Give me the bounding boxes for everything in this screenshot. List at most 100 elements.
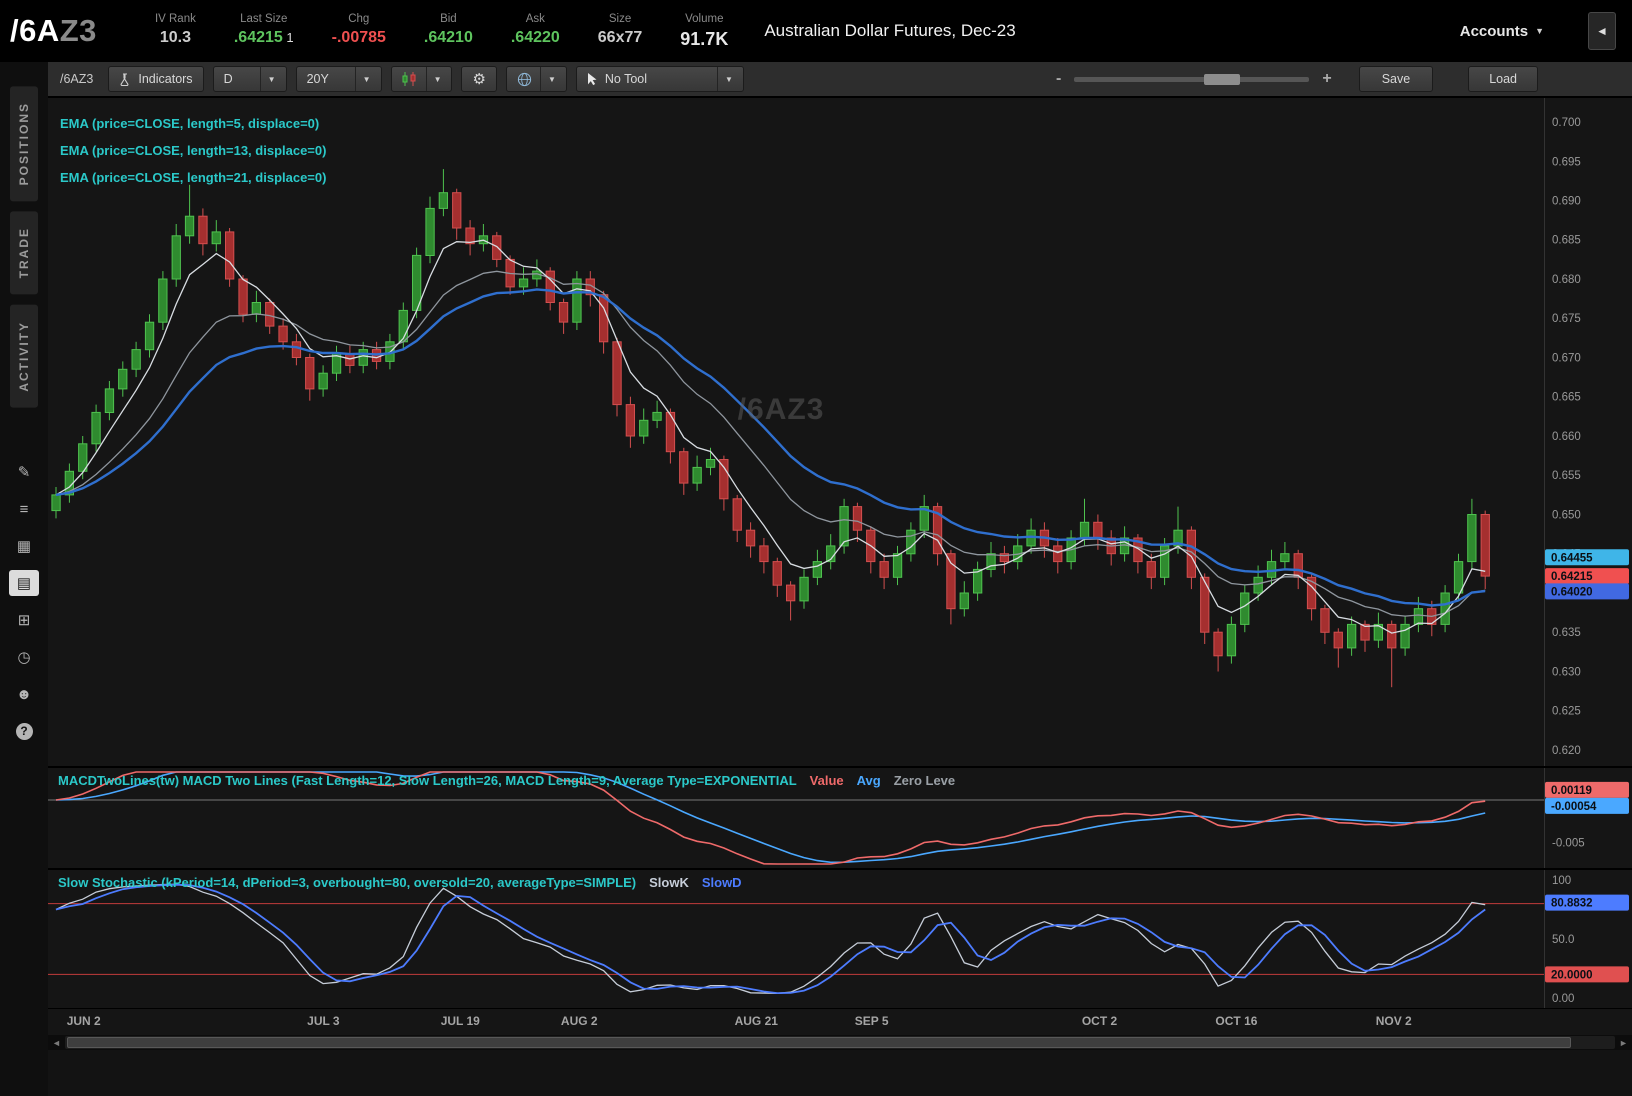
macd-legend-zero-leve: Zero Leve	[893, 773, 956, 788]
svg-text:0.00: 0.00	[1552, 993, 1574, 1005]
macd-legend-value: Value	[809, 773, 844, 788]
stat-size: Size 66x77	[597, 12, 643, 46]
stat-ask: Ask .64220	[510, 12, 560, 46]
macd-label-text: MACDTwoLines(tw) MACD Two Lines (Fast Le…	[58, 773, 797, 788]
macd-panel[interactable]: -0.005 0.00119 -0.00054 MACDTwoLines(tw) M…	[48, 766, 1632, 868]
time-axis-label: JUN 2	[66, 1014, 101, 1028]
svg-text:0.670: 0.670	[1552, 353, 1581, 365]
svg-text:0.695: 0.695	[1552, 156, 1581, 168]
price-panel[interactable]: 0.700 0.695 0.690 0.685 0.680 0.675 0.670 0.665…	[48, 98, 1632, 766]
candlestick-icon	[402, 72, 416, 86]
ema-label-1: EMA (price=CLOSE, length=13, displace=0)	[60, 143, 327, 158]
ema-label-2: EMA (price=CLOSE, length=21, displace=0)	[60, 170, 327, 185]
sidebar-tab-activity[interactable]: ACTIVITY	[10, 304, 38, 408]
cursor-icon	[587, 73, 597, 86]
time-axis-label: OCT 16	[1215, 1014, 1258, 1028]
instrument-description: Australian Dollar Futures, Dec-23	[764, 21, 1016, 40]
svg-text:0.680: 0.680	[1552, 274, 1581, 286]
svg-text:0.685: 0.685	[1552, 235, 1581, 247]
accounts-menu[interactable]: Accounts ▼	[1460, 23, 1544, 40]
svg-text:50.0: 50.0	[1552, 934, 1574, 946]
stochastic-panel[interactable]: 100 50.0 0.00 80.8832 20.0000 Slow Stochasti…	[48, 868, 1632, 1008]
svg-text:0.620: 0.620	[1552, 745, 1581, 757]
stoch-legend-slowd: SlowD	[701, 875, 742, 890]
time-axis-label: AUG 21	[734, 1014, 778, 1028]
time-axis: JUN 2 JUL 3 JUL 19 AUG 2 AUG 21 SEP 5 OCT 2 OCT…	[48, 1008, 1632, 1033]
scrollbar-track[interactable]	[65, 1036, 1615, 1049]
price-badge-low-mark: 0.64020	[1545, 583, 1629, 600]
time-axis-label: OCT 2	[1081, 1014, 1118, 1028]
chart-edit-icon[interactable]: ✎	[17, 464, 31, 482]
chevron-down-icon: ▼	[1535, 26, 1544, 36]
stochastic-label-text: Slow Stochastic (kPeriod=14, dPeriod=3, …	[58, 875, 637, 890]
zoom-in-button[interactable]: +	[1322, 70, 1332, 87]
grid-layout-dropdown[interactable]: ▼	[505, 66, 567, 92]
gear-icon: ⚙	[472, 71, 486, 88]
stat-bid: Bid .64210	[423, 12, 473, 46]
svg-text:0.64020: 0.64020	[1551, 586, 1593, 598]
chevron-down-icon: ▼	[539, 67, 556, 91]
accounts-label: Accounts	[1459, 22, 1529, 40]
collapse-panel-button[interactable]: ◄	[1588, 12, 1616, 50]
people-icon[interactable]: ☻	[16, 685, 32, 703]
chevron-down-icon: ▼	[716, 67, 733, 91]
stochastic-chart[interactable]: 100 50.0 0.00 80.8832 20.0000	[48, 870, 1632, 1008]
zoom-slider-thumb[interactable]	[1203, 73, 1240, 85]
chart-scrollbar[interactable]: ◄ ►	[48, 1035, 1632, 1050]
svg-text:0.64215: 0.64215	[1551, 571, 1593, 583]
svg-text:20.0000: 20.0000	[1551, 969, 1593, 981]
chevron-down-icon: ▼	[354, 67, 371, 91]
scroll-left-button[interactable]: ◄	[52, 1037, 61, 1048]
sidebar-tab-trade[interactable]: TRADE	[10, 211, 38, 295]
list-icon[interactable]: ≡	[19, 500, 29, 518]
symbol-root: /6A	[10, 13, 60, 48]
indicators-button[interactable]: Indicators	[108, 66, 204, 92]
squares-icon[interactable]: ⊞	[17, 612, 31, 630]
range-dropdown[interactable]: 20Y ▼	[295, 66, 382, 92]
globe-grid-icon	[517, 72, 532, 86]
quote-header: /6AZ3 IV Rank 10.3 Last Size .64215 1 Chg -.0…	[0, 0, 1632, 62]
load-button[interactable]: Load	[1468, 66, 1538, 92]
zoom-slider[interactable]	[1074, 73, 1310, 85]
chart-type-dropdown[interactable]: ▼	[390, 66, 453, 92]
time-axis-label: NOV 2	[1375, 1014, 1412, 1028]
chevron-down-icon: ▼	[425, 67, 441, 91]
price-chart[interactable]: 0.700 0.695 0.690 0.685 0.680 0.675 0.670 0.665…	[48, 98, 1632, 766]
clock-icon[interactable]: ◷	[17, 649, 31, 667]
drawing-tool-dropdown[interactable]: No Tool ▼	[575, 66, 744, 92]
left-sidebar: POSITIONS TRADE ACTIVITY ✎ ≡ ▦ ▤ ⊞ ◷ ☻?	[0, 62, 48, 1096]
svg-text:0.630: 0.630	[1552, 667, 1581, 679]
svg-text:0.665: 0.665	[1552, 392, 1581, 404]
symbol-title: /6AZ3	[10, 13, 97, 49]
svg-text:100: 100	[1552, 875, 1571, 887]
calendar-grid-icon[interactable]: ▦	[16, 538, 32, 556]
svg-text:0.635: 0.635	[1552, 627, 1581, 639]
save-button[interactable]: Save	[1358, 66, 1434, 92]
ema13-line	[55, 270, 1486, 618]
chart-settings-button[interactable]: ⚙	[461, 66, 497, 92]
macd-value-line	[55, 771, 1486, 865]
ema21-line	[55, 288, 1486, 607]
svg-text:0.64455: 0.64455	[1551, 552, 1593, 564]
macd-legend-avg: Avg	[856, 773, 881, 788]
zoom-out-button[interactable]: -	[1056, 70, 1062, 87]
price-badge-last-mark: 0.64215	[1545, 568, 1629, 585]
indicators-label: Indicators	[138, 72, 193, 86]
timeframe-dropdown[interactable]: D ▼	[212, 66, 287, 92]
candles	[51, 169, 1490, 688]
ema5-line	[55, 239, 1486, 634]
svg-text:0.650: 0.650	[1552, 510, 1581, 522]
help-icon[interactable]: ?	[9, 718, 39, 744]
stoch-badge-0: 80.8832	[1545, 894, 1629, 911]
ema-label-0: EMA (price=CLOSE, length=5, displace=0)	[60, 116, 320, 131]
macd-chart[interactable]: -0.005 0.00119 -0.00054	[48, 768, 1632, 868]
scroll-right-button[interactable]: ►	[1619, 1037, 1628, 1048]
sidebar-tab-positions[interactable]: POSITIONS	[10, 86, 38, 202]
svg-text:0.675: 0.675	[1552, 313, 1581, 325]
scrollbar-thumb[interactable]	[67, 1037, 1571, 1048]
stoch-legend-slowk: SlowK	[649, 875, 689, 890]
active-chart-icon[interactable]: ▤	[9, 570, 39, 597]
chevron-down-icon: ▼	[259, 67, 276, 91]
range-value: 20Y	[306, 72, 329, 86]
